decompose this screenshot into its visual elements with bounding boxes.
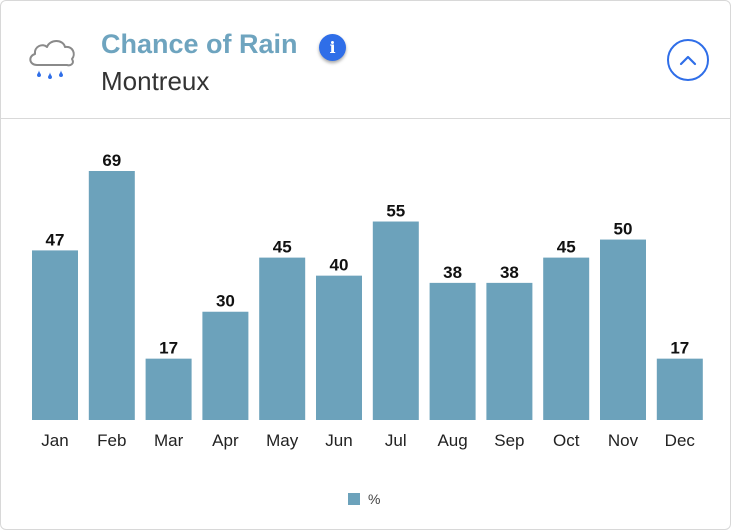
data-label-aug: 38: [443, 263, 462, 282]
data-label-nov: 50: [614, 220, 633, 239]
bar-jun[interactable]: [316, 275, 362, 420]
bar-jul[interactable]: [372, 221, 419, 420]
x-tick-apr: Apr: [212, 431, 239, 450]
data-label-jan: 47: [46, 230, 65, 249]
x-tick-jan: Jan: [41, 431, 68, 450]
x-tick-dec: Dec: [665, 431, 696, 450]
x-tick-aug: Aug: [437, 431, 467, 450]
chart-title: Chance of Rain: [101, 29, 298, 59]
x-tick-may: May: [266, 431, 299, 450]
x-tick-sep: Sep: [494, 431, 524, 450]
chevron-up-icon: [679, 55, 697, 66]
x-tick-mar: Mar: [154, 431, 184, 450]
data-label-may: 45: [273, 238, 292, 257]
data-label-apr: 30: [216, 292, 235, 311]
bar-jan[interactable]: [32, 250, 78, 420]
x-tick-oct: Oct: [553, 431, 580, 450]
data-label-jun: 40: [330, 256, 349, 275]
bar-nov[interactable]: [600, 239, 646, 420]
x-tick-jun: Jun: [325, 431, 352, 450]
x-tick-feb: Feb: [97, 431, 126, 450]
bar-apr[interactable]: [202, 311, 249, 420]
bar-may[interactable]: [259, 257, 306, 420]
bar-oct[interactable]: [543, 257, 590, 420]
data-label-feb: 69: [102, 151, 121, 170]
bar-sep[interactable]: [486, 282, 533, 420]
collapse-button[interactable]: [667, 39, 709, 81]
data-label-jul: 55: [386, 202, 405, 221]
data-label-oct: 45: [557, 238, 576, 257]
legend-label[interactable]: %: [368, 491, 380, 507]
bar-aug[interactable]: [429, 282, 476, 420]
bar-mar[interactable]: [145, 358, 192, 420]
rain-cloud-icon: [29, 40, 75, 79]
data-label-mar: 17: [159, 339, 178, 358]
bar-dec[interactable]: [656, 358, 703, 420]
info-icon[interactable]: i: [319, 34, 346, 61]
x-tick-nov: Nov: [608, 431, 639, 450]
data-label-dec: 17: [670, 339, 689, 358]
location-subtitle: Montreux: [101, 66, 210, 96]
x-tick-jul: Jul: [385, 431, 407, 450]
card-header: Chance of Rain i Montreux: [1, 1, 730, 119]
legend-swatch: [348, 493, 360, 505]
bar-feb[interactable]: [88, 171, 135, 420]
data-label-sep: 38: [500, 263, 519, 282]
